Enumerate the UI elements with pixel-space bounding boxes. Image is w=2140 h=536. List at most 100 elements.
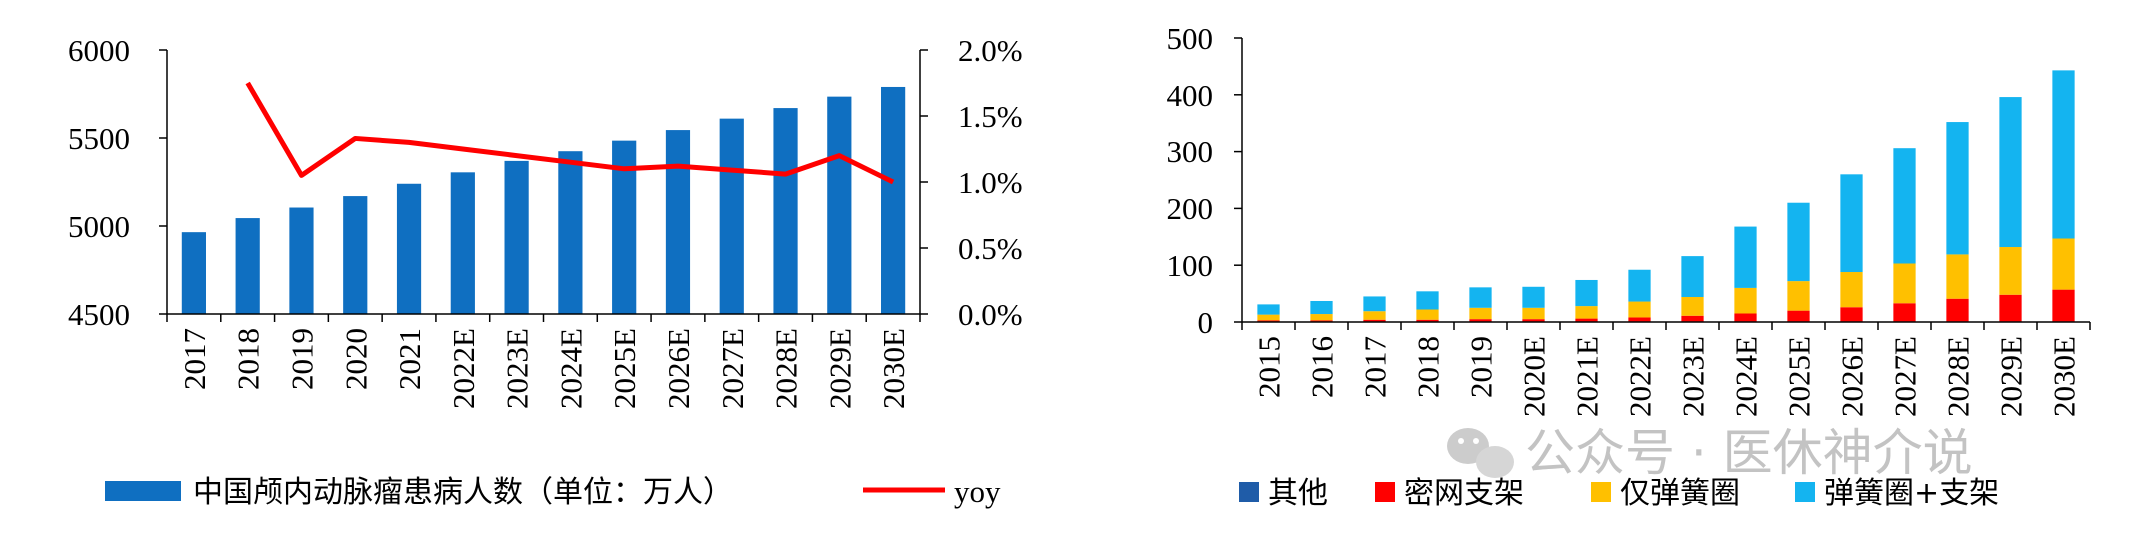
y2-tick-label: 0.0% — [958, 297, 1023, 332]
y-tick-label: 200 — [1167, 191, 1214, 226]
x-tick-label: 2025E — [607, 328, 642, 409]
watermark-text: 公众号 · 医休神介说 — [1525, 424, 1973, 482]
y-tick-label: 6000 — [68, 33, 130, 68]
patients-bar — [450, 172, 475, 314]
flow-diverter-segment — [1416, 319, 1439, 322]
x-tick-label: 2018 — [231, 328, 266, 390]
x-tick-label: 2024E — [1729, 336, 1764, 417]
patients-bar — [773, 108, 798, 314]
legend-swatch-coil-stent — [1795, 482, 1815, 502]
watermark: 公众号 · 医休神介说 — [1447, 424, 1973, 482]
x-tick-label: 2019 — [1464, 336, 1499, 398]
coil-stent-segment — [1469, 287, 1492, 308]
coil-only-segment — [1522, 307, 1545, 320]
patients-bar — [558, 151, 583, 314]
x-tick-label: 2026E — [661, 328, 696, 409]
coil-stent-segment — [2052, 70, 2075, 239]
right-y-tick-labels: 2.0% 1.5% 1.0% 0.5% 0.0% — [958, 33, 1023, 332]
legend: 中国颅内动脉瘤患病人数（单位：万人） yoy — [105, 474, 1001, 510]
x-tick-label: 2022E — [446, 328, 481, 409]
legend-label-patients: 中国颅内动脉瘤患病人数（单位：万人） — [193, 475, 733, 510]
y-tick-label: 100 — [1167, 248, 1214, 283]
y-tick-label: 5500 — [68, 121, 130, 156]
x-tick-label: 2021E — [1570, 336, 1605, 417]
y2-tick-label: 1.5% — [958, 99, 1023, 134]
x-tick-label: 2026E — [1835, 336, 1870, 417]
patients-bars — [181, 86, 906, 315]
x-tick-label: 2017 — [1358, 336, 1393, 398]
coil-stent-segment — [1734, 226, 1757, 288]
axis-ticks — [159, 49, 928, 322]
yoy-line — [245, 81, 895, 185]
y2-tick-label: 0.5% — [958, 231, 1023, 266]
x-tick-label: 2020 — [338, 328, 373, 390]
x-tick-label: 2029E — [822, 328, 857, 409]
flow-diverter-segment — [1840, 307, 1863, 322]
flow-diverter-segment — [1310, 320, 1333, 322]
x-tick-label: 2025E — [1782, 336, 1817, 417]
coil-stent-segment — [1681, 256, 1704, 298]
coil-only-segment — [1893, 263, 1916, 304]
flow-diverter-segment — [1575, 318, 1598, 322]
flow-diverter-segment — [1946, 298, 1969, 322]
x-tick-label: 2028E — [769, 328, 804, 409]
coil-only-segment — [1787, 281, 1810, 311]
x-tick-labels: 2015 2016 2017 2018 2019 2020E 2021E 2022E 2023E… — [1252, 336, 2082, 417]
flow-diverter-segment — [2052, 289, 2075, 322]
legend-label-other: 其他 — [1268, 476, 1328, 511]
coil-only-segment — [1469, 307, 1492, 320]
y-tick-label: 500 — [1167, 21, 1214, 56]
coil-stent-segment — [1840, 174, 1863, 273]
y-tick-labels: 500 400 300 200 100 0 — [1167, 21, 1214, 340]
coil-stent-segment — [1522, 286, 1545, 308]
x-tick-label: 2029E — [1994, 336, 2029, 417]
flow-diverter-segment — [1469, 319, 1492, 322]
x-tick-label: 2017 — [177, 328, 212, 390]
x-tick-labels: 2017 2018 2019 2020 2021 2022E 2023E 2024E 2025E… — [177, 328, 911, 409]
x-tick-label: 2023E — [500, 328, 535, 409]
left-y-tick-labels: 6000 5500 5000 4500 — [68, 33, 130, 332]
coil-only-segment — [1257, 314, 1280, 321]
y-tick-label: 4500 — [68, 297, 130, 332]
x-tick-label: 2020E — [1517, 336, 1552, 417]
coil-stent-segment — [1628, 269, 1651, 302]
legend-swatch-patients — [105, 481, 181, 501]
coil-only-segment — [1628, 301, 1651, 318]
patients-bar — [504, 160, 529, 314]
y2-tick-label: 1.0% — [958, 165, 1023, 200]
coil-stent-segment — [1575, 279, 1598, 307]
flow-diverter-segment — [1522, 319, 1545, 322]
x-tick-label: 2023E — [1676, 336, 1711, 417]
patients-bar — [665, 130, 691, 314]
x-tick-label: 2024E — [553, 328, 588, 409]
coil-only-segment — [1734, 287, 1757, 314]
coil-stent-segment — [1946, 122, 1969, 255]
patients-bar — [235, 218, 260, 314]
x-tick-label: 2030E — [876, 328, 911, 409]
market-chart: 500 400 300 200 100 0 2015 2016 2017 2018 20… — [1167, 21, 2091, 511]
patients-bar — [827, 96, 852, 314]
legend: 其他 密网支架 仅弹簧圈 弹簧圈+支架 — [1239, 476, 1999, 511]
legend-swatch-other — [1239, 482, 1259, 502]
legend-label-yoy: yoy — [954, 474, 1001, 509]
coil-only-segment — [2052, 238, 2075, 290]
patients-bar — [881, 86, 906, 315]
axis-ticks — [1234, 37, 2091, 330]
x-tick-label: 2015 — [1252, 336, 1287, 398]
patients-bar — [396, 183, 422, 314]
coil-stent-segment — [1257, 304, 1280, 315]
coil-only-segment — [1363, 311, 1386, 320]
x-tick-label: 2021 — [392, 328, 427, 390]
flow-diverter-segment — [1893, 303, 1916, 322]
coil-only-segment — [1840, 272, 1863, 308]
x-tick-label: 2018 — [1411, 336, 1446, 398]
coil-only-segment — [1416, 309, 1439, 320]
y-tick-label: 5000 — [68, 209, 130, 244]
x-tick-label: 2028E — [1941, 336, 1976, 417]
market-stacked-bars — [1257, 70, 2075, 322]
patients-bar — [343, 196, 368, 314]
coil-stent-segment — [1416, 291, 1439, 310]
flow-diverter-segment — [1787, 310, 1810, 322]
y-tick-label: 0 — [1198, 305, 1214, 340]
